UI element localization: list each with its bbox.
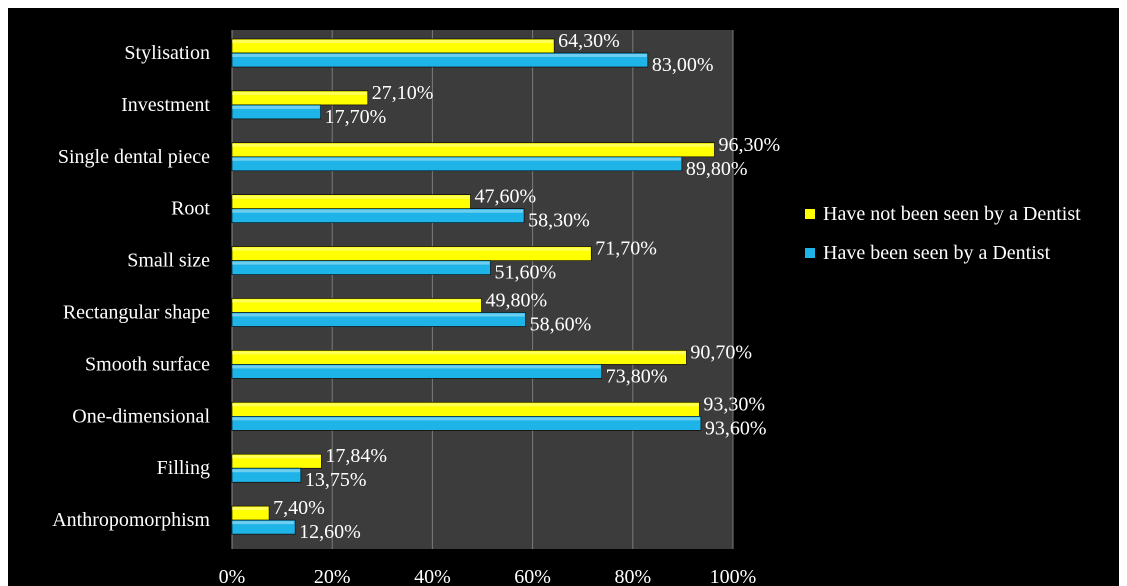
- bar-highlight: [232, 157, 681, 161]
- data-label: 27,10%: [372, 82, 434, 104]
- bar-highlight: [232, 91, 367, 95]
- data-label: 71,70%: [595, 238, 657, 260]
- bar-highlight: [232, 54, 647, 57]
- bar-seen: [231, 104, 321, 120]
- data-label: 47,60%: [474, 186, 536, 208]
- data-label: 64,30%: [558, 30, 620, 52]
- chart-frame: 0% 20% 40% 60% 80% 100% Stylisation 64,30% 83,00…: [8, 8, 1119, 586]
- data-label: 58,30%: [528, 210, 590, 232]
- legend-item-not-seen: Have not been seen by a Dentist: [805, 202, 1115, 227]
- bar-highlight: [232, 195, 470, 199]
- legend-swatch-blue: [805, 248, 815, 258]
- bar-highlight: [232, 455, 321, 459]
- category-label: Small size: [127, 250, 210, 272]
- bar-seen: [231, 467, 302, 483]
- x-tick-label: 60%: [514, 566, 551, 586]
- legend-label-not-seen: Have not been seen by a Dentist: [823, 203, 1081, 225]
- x-tick-label: 80%: [614, 566, 651, 586]
- bar-seen: [231, 52, 649, 68]
- x-tick-label: 20%: [314, 566, 351, 586]
- bar-seen: [231, 208, 525, 223]
- category-label: Smooth surface: [85, 353, 210, 375]
- data-label: 90,70%: [690, 341, 752, 363]
- bar-chart: 0% 20% 40% 60% 80% 100% Stylisation 64,30% 83,00…: [52, 30, 780, 586]
- category-label: Stylisation: [124, 42, 210, 64]
- bar-highlight: [232, 417, 700, 421]
- bar-seen: [231, 415, 702, 431]
- bar-highlight: [232, 105, 320, 109]
- bar-seen: [231, 364, 603, 379]
- legend-label-seen: Have been seen by a Dentist: [823, 242, 1051, 264]
- data-label: 96,30%: [718, 134, 780, 156]
- bar-highlight: [232, 143, 714, 147]
- bar-seen: [231, 519, 296, 535]
- data-label: 51,60%: [495, 262, 557, 284]
- category-label: Anthropomorphism: [52, 509, 210, 531]
- legend-swatch-yellow: [805, 209, 815, 219]
- bar-highlight: [232, 351, 686, 355]
- bar-highlight: [232, 247, 591, 251]
- data-label: 93,30%: [703, 393, 765, 415]
- bar-highlight: [232, 507, 269, 511]
- bar-highlight: [232, 313, 525, 317]
- bar-highlight: [232, 469, 300, 473]
- category-label: One-dimensional: [72, 405, 210, 427]
- bar-highlight: [232, 40, 554, 43]
- category-label: Investment: [121, 94, 210, 116]
- bar-seen: [231, 260, 491, 275]
- x-tick-label: 100%: [710, 566, 757, 586]
- data-label: 13,75%: [305, 469, 367, 491]
- data-label: 83,00%: [652, 54, 714, 76]
- legend: Have not been seen by a Dentist Have bee…: [805, 202, 1115, 280]
- data-label: 17,84%: [325, 445, 387, 467]
- data-label: 49,80%: [485, 290, 547, 312]
- bar-highlight: [232, 209, 524, 213]
- data-label: 17,70%: [325, 106, 387, 128]
- data-label: 12,60%: [299, 521, 361, 543]
- bar-highlight: [232, 365, 601, 369]
- bar-seen: [231, 156, 683, 172]
- bar-highlight: [232, 261, 490, 265]
- data-label: 58,60%: [530, 314, 592, 336]
- bar-highlight: [232, 403, 699, 407]
- bar-highlight: [232, 521, 295, 525]
- legend-item-seen: Have been seen by a Dentist: [805, 241, 1115, 266]
- category-label: Rectangular shape: [63, 302, 210, 324]
- data-label: 93,60%: [705, 417, 767, 439]
- x-tick-label: 0%: [219, 566, 246, 586]
- x-tick-label: 40%: [414, 566, 451, 586]
- category-label: Filling: [157, 457, 210, 479]
- bar-seen: [231, 312, 526, 327]
- category-label: Single dental piece: [58, 146, 210, 168]
- data-label: 89,80%: [686, 158, 748, 180]
- bar-highlight: [232, 299, 481, 303]
- data-label: 73,80%: [606, 365, 668, 387]
- data-label: 7,40%: [273, 497, 325, 519]
- category-label: Root: [171, 198, 210, 220]
